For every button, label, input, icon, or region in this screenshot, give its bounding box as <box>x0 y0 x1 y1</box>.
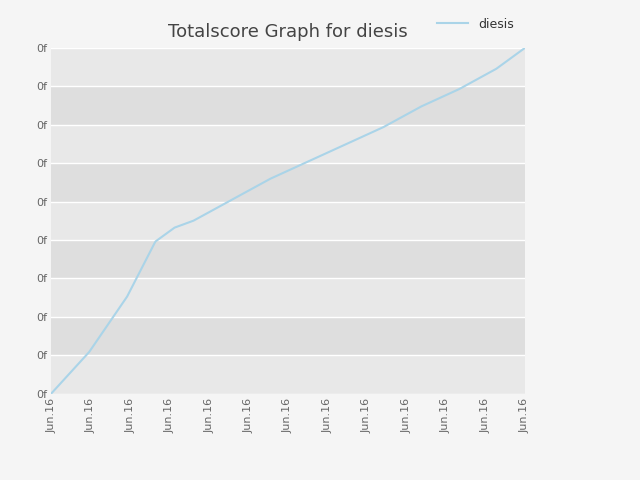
diesis <box>329 147 337 153</box>
Title: Totalscore Graph for diesis: Totalscore Graph for diesis <box>168 23 408 41</box>
Bar <box>51 202 525 240</box>
diesis <box>436 96 444 101</box>
diesis <box>272 173 280 179</box>
Bar <box>51 278 525 317</box>
diesis <box>47 391 55 396</box>
diesis <box>509 53 517 59</box>
Bar <box>51 355 525 394</box>
diesis <box>521 45 529 51</box>
Bar <box>51 48 525 86</box>
diesis <box>275 172 283 178</box>
Legend: diesis: diesis <box>431 13 518 36</box>
Bar <box>51 163 525 202</box>
Line: diesis: diesis <box>51 48 525 394</box>
Bar <box>51 317 525 355</box>
diesis <box>303 159 311 165</box>
Bar <box>51 125 525 163</box>
Bar <box>51 240 525 278</box>
Bar <box>51 86 525 125</box>
